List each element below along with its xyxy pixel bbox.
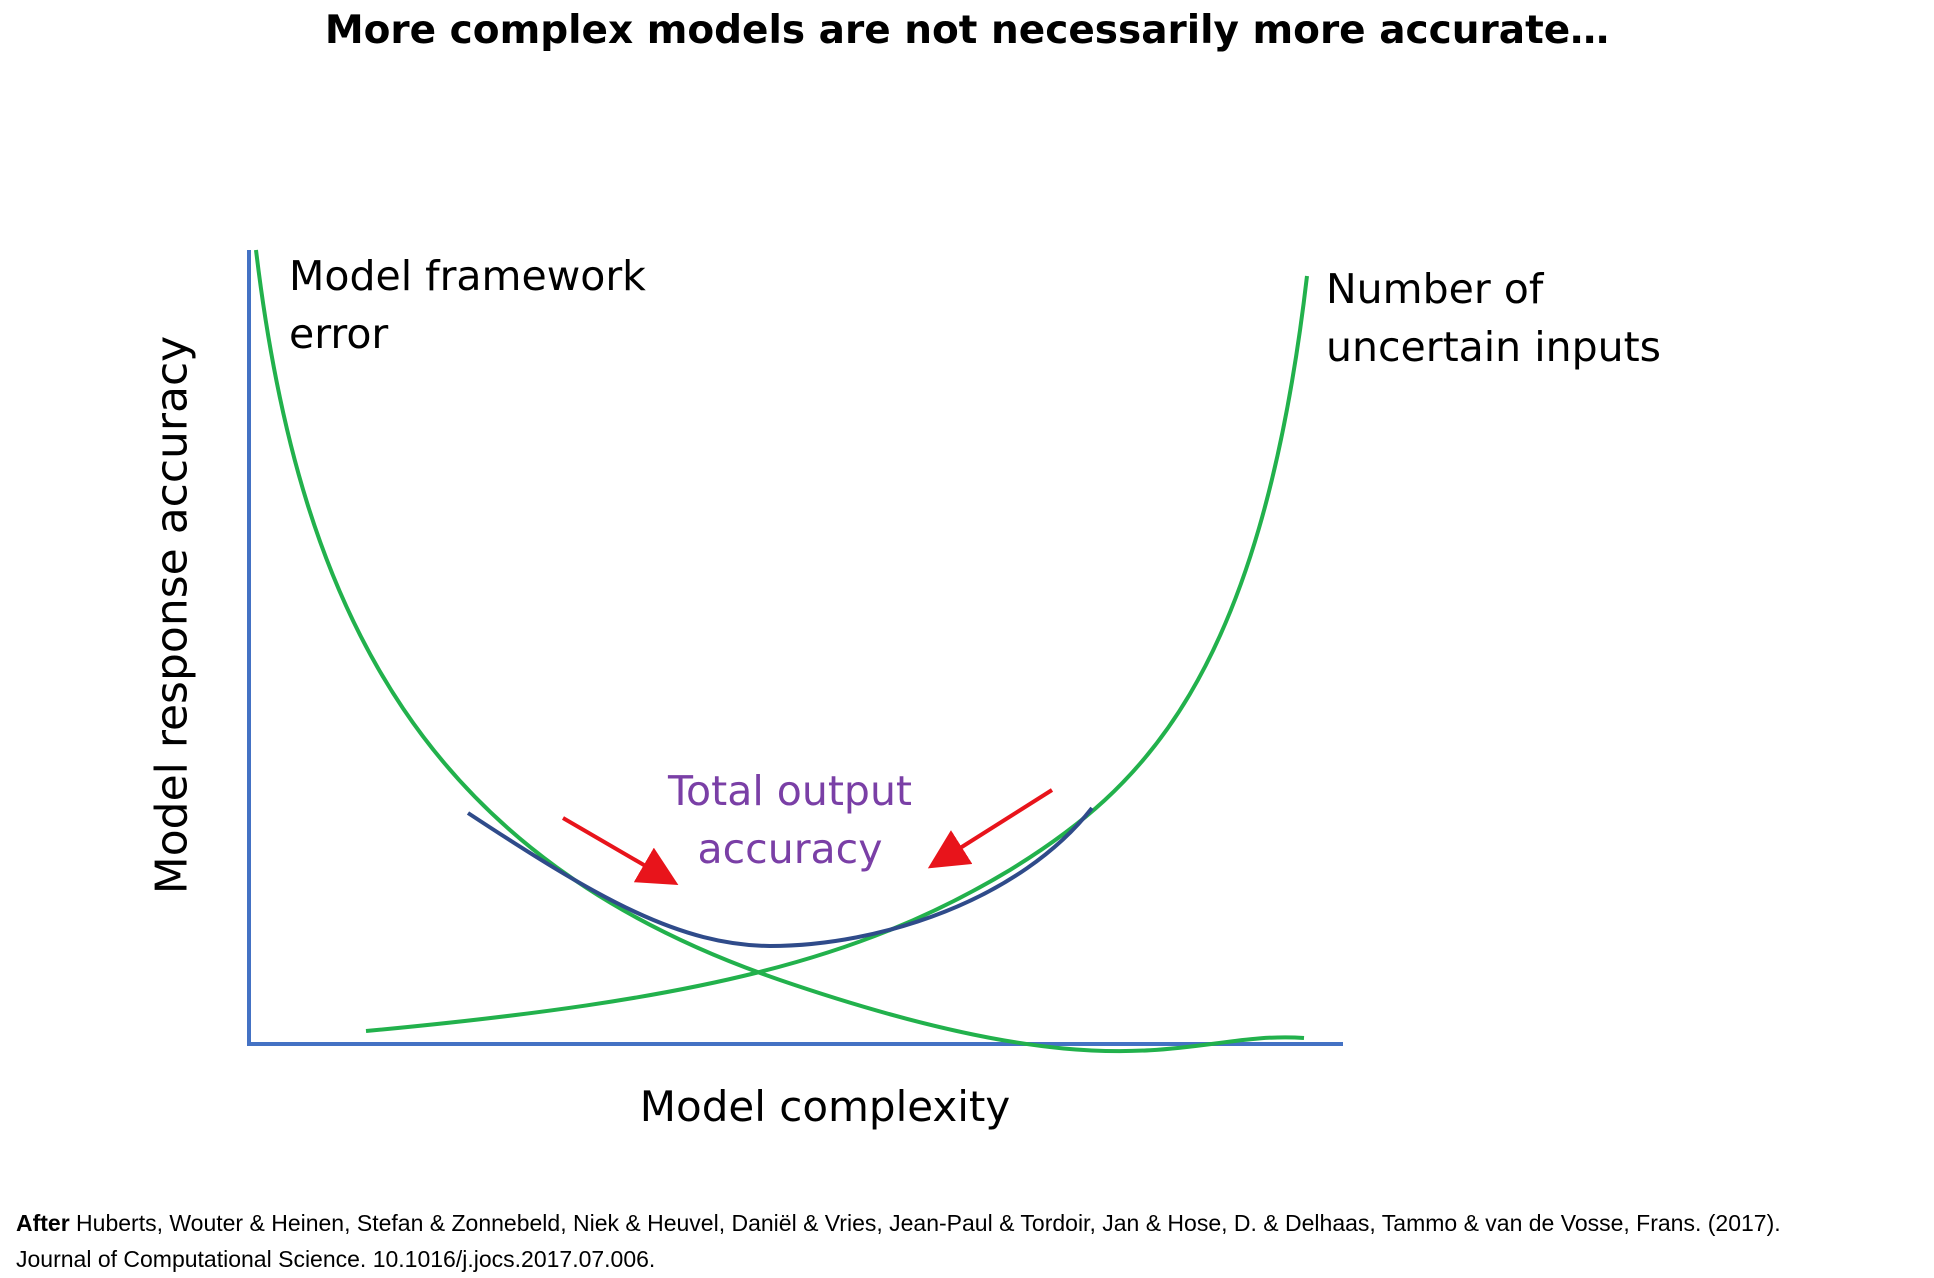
citation-line1: After Huberts, Wouter & Heinen, Stefan &… <box>16 1205 1926 1241</box>
x-axis-label: Model complexity <box>639 1082 1011 1131</box>
figure-title: More complex models are not necessarily … <box>324 8 1610 53</box>
uncertain-inputs-label-line2: uncertain inputs <box>1326 323 1662 371</box>
framework-error-label: Model framework error <box>289 247 646 363</box>
uncertain-inputs-label-line1: Number of <box>1326 265 1544 313</box>
total-accuracy-label-line1: Total output <box>667 767 913 815</box>
citation: After Huberts, Wouter & Heinen, Stefan &… <box>16 1205 1926 1277</box>
citation-line2: Journal of Computational Science. 10.101… <box>16 1246 656 1272</box>
y-axis-label: Model response accuracy <box>146 335 198 895</box>
right-red-arrow <box>927 788 1054 869</box>
citation-authors: Huberts, Wouter & Heinen, Stefan & Zonne… <box>69 1210 1781 1236</box>
framework-error-curve <box>254 249 1305 1054</box>
total-accuracy-curve <box>466 806 1094 949</box>
uncertain-inputs-curve <box>365 275 1309 1033</box>
total-accuracy-label: Total output accuracy <box>640 762 940 878</box>
framework-error-label-line2: error <box>289 310 389 358</box>
total-accuracy-label-line2: accuracy <box>697 825 883 873</box>
framework-error-label-line1: Model framework <box>289 252 646 300</box>
uncertain-inputs-label: Number of uncertain inputs <box>1326 260 1661 376</box>
left-red-arrow <box>561 816 679 886</box>
citation-prefix: After <box>16 1210 70 1236</box>
